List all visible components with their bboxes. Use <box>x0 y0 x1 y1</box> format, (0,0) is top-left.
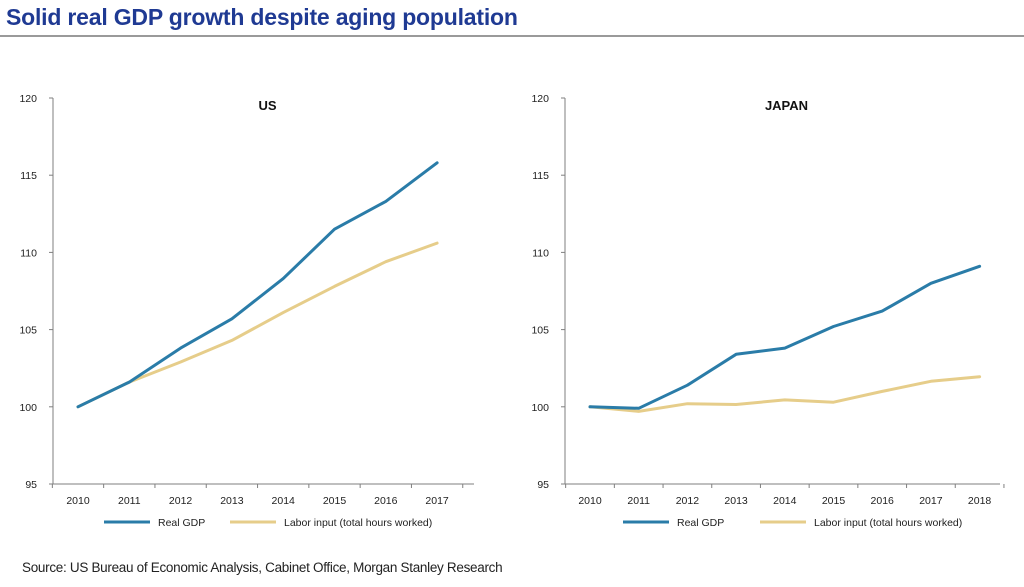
x-tick-label: 2012 <box>676 495 700 507</box>
x-tick-label: 2010 <box>66 495 90 507</box>
y-tick-label: 100 <box>531 402 549 414</box>
y-tick-label: 120 <box>19 93 37 105</box>
y-tick-label: 105 <box>19 325 37 337</box>
x-tick-label: 2011 <box>627 495 650 507</box>
x-tick-label: 2013 <box>724 495 748 507</box>
y-tick-label: 110 <box>20 247 37 259</box>
legend-label: Labor input (total hours worked) <box>284 517 432 529</box>
x-tick-label: 2016 <box>374 495 398 507</box>
page-title: Solid real GDP growth despite aging popu… <box>6 4 518 30</box>
title-divider <box>0 35 1024 37</box>
x-tick-label: 2013 <box>220 495 244 507</box>
y-tick-label: 95 <box>25 479 37 491</box>
chart-title: JAPAN <box>765 98 808 113</box>
x-tick-label: 2014 <box>272 495 296 507</box>
x-tick-label: 2014 <box>773 495 797 507</box>
y-tick-label: 95 <box>537 479 549 491</box>
chart-panel-japan: JAPAN 95 100 105 110 115 120 2010 2011 2012 2013 20… <box>531 93 1005 529</box>
series-line-real-gdp <box>76 161 439 409</box>
legend-label: Real GDP <box>677 517 724 529</box>
x-tick-label: 2018 <box>968 495 992 507</box>
series-line-real-gdp <box>588 264 982 410</box>
x-tick-label: 2017 <box>919 495 943 507</box>
x-tick-label: 2015 <box>323 495 347 507</box>
legend-label: Labor input (total hours worked) <box>814 517 962 529</box>
x-tick-label: 2012 <box>169 495 193 507</box>
chart-title: US <box>258 98 276 113</box>
y-tick-label: 115 <box>532 170 549 182</box>
series-line-labor-input <box>588 375 982 413</box>
x-tick-label: 2010 <box>578 495 602 507</box>
x-tick-label: 2016 <box>871 495 895 507</box>
y-tick-label: 115 <box>20 170 37 182</box>
legend-label: Real GDP <box>158 517 205 529</box>
x-tick-label: 2015 <box>822 495 846 507</box>
source-note: Source: US Bureau of Economic Analysis, … <box>22 560 503 575</box>
y-tick-label: 110 <box>532 247 549 259</box>
y-tick-label: 120 <box>531 93 549 105</box>
x-tick-label: 2011 <box>118 495 141 507</box>
x-tick-label: 2017 <box>425 495 449 507</box>
y-tick-label: 105 <box>531 325 549 337</box>
chart-panel-us: US 95 100 105 110 115 120 2010 2011 2012 2013 2014 2… <box>19 93 474 529</box>
y-tick-label: 100 <box>19 402 37 414</box>
series-line-labor-input <box>76 241 439 409</box>
